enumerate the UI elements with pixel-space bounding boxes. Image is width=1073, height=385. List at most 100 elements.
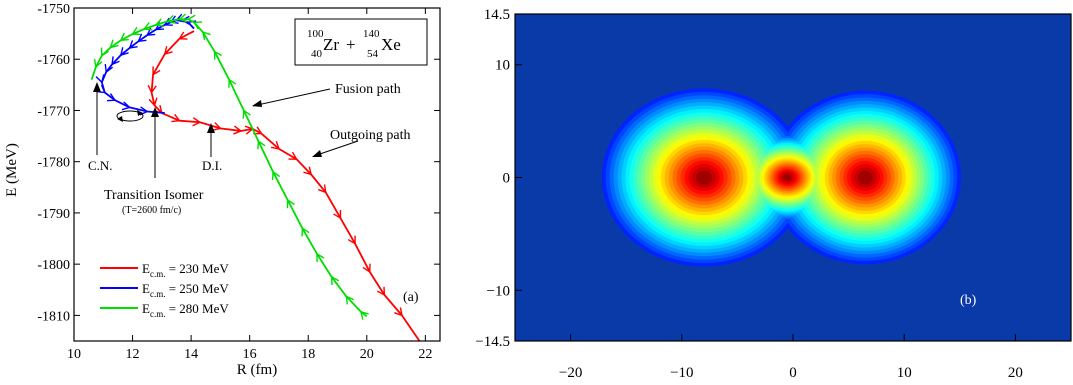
panel-a: 10 12 14 16 18 20 22 -1750 -1760 -1770 -1780 -1790 -… bbox=[4, 2, 441, 378]
transition-time-label: (T=2600 fm/c) bbox=[122, 205, 181, 216]
series-1-arrow-mark bbox=[212, 122, 222, 131]
series-3-arrow-mark bbox=[330, 275, 340, 286]
series-1-arrow-mark bbox=[303, 166, 313, 176]
series-3-arrow-mark bbox=[186, 14, 196, 24]
series-3-arrow-mark bbox=[93, 58, 103, 69]
panel-b-y-tick-label: 10 bbox=[495, 58, 510, 74]
outgoing-path-arrowhead bbox=[312, 150, 322, 157]
panel-a-x-tick-label: 18 bbox=[301, 347, 315, 362]
panel-a-frame bbox=[73, 7, 441, 342]
series-3-arrow-mark bbox=[228, 78, 237, 88]
series-3-arrow-mark bbox=[109, 39, 119, 49]
series-3-arrow-mark bbox=[257, 139, 266, 150]
series-3-arrow-mark bbox=[142, 22, 153, 31]
series-2-arrow-mark bbox=[111, 56, 120, 66]
zr-mass-number: 100 bbox=[307, 28, 324, 40]
panel-a-y-tick-label: -1800 bbox=[37, 258, 70, 273]
annotation-arrows bbox=[93, 82, 359, 178]
panel-b-x-tick-label: −10 bbox=[670, 365, 693, 381]
series-2-arrow-mark bbox=[128, 40, 138, 49]
series-1-arrow-mark bbox=[163, 46, 173, 56]
rotation-arrowhead-right bbox=[137, 110, 143, 116]
series-1-arrow-mark bbox=[376, 286, 386, 297]
density-contour-level bbox=[700, 174, 869, 181]
panel-a-y-tick-label: -1810 bbox=[37, 309, 70, 324]
di-arrowhead bbox=[207, 123, 215, 133]
outgoing-path-label: Outgoing path bbox=[330, 128, 411, 143]
panel-b-y-tick-label: 14.5 bbox=[484, 7, 510, 23]
panel-b-x-tick-label: −20 bbox=[559, 365, 582, 381]
panel-a-x-tick-label: 12 bbox=[126, 347, 140, 362]
series-3-arrow-mark bbox=[154, 18, 165, 28]
panel-a-x-tick-label: 22 bbox=[418, 347, 432, 362]
series-3-arrow-mark bbox=[359, 310, 369, 320]
series-3-arrow-mark bbox=[286, 198, 295, 209]
outgoing-path-arrow-line bbox=[313, 140, 359, 157]
panel-a-x-tick-label: 10 bbox=[67, 347, 81, 362]
cn-arrowhead bbox=[93, 82, 101, 92]
panel-b-y-tick-label: −14.5 bbox=[475, 334, 510, 350]
density-contour-ellipse bbox=[785, 175, 790, 180]
xe-mass-number: 140 bbox=[363, 28, 380, 40]
panel-a-y-axis-label: E (MeV) bbox=[4, 143, 20, 197]
panel-a-label: (a) bbox=[403, 290, 419, 305]
series-3-arrow-mark bbox=[213, 50, 222, 60]
legend-entry-2: Ec.m. = 250 MeV bbox=[142, 281, 229, 299]
panel-a-x-tick-label: 14 bbox=[184, 347, 198, 362]
zr-atomic-number: 40 bbox=[311, 48, 323, 60]
series-3-arrow-mark bbox=[166, 14, 176, 24]
series-1-arrow-mark bbox=[318, 184, 327, 194]
series-2-arrow-mark bbox=[119, 47, 129, 57]
reaction-plus: + bbox=[346, 35, 356, 54]
series-1-arrow-mark bbox=[253, 126, 263, 135]
series-3-arrow-mark bbox=[100, 47, 109, 57]
panel-a-ticks: 10 12 14 16 18 20 22 -1750 -1760 -1770 -1780 -1790 -… bbox=[37, 2, 440, 362]
panel-b-x-tick-label: 20 bbox=[1008, 365, 1023, 381]
cn-label: C.N. bbox=[88, 158, 113, 173]
panel-b-x-tick-label: 10 bbox=[897, 365, 912, 381]
panel-a-y-tick-label: -1790 bbox=[37, 207, 70, 222]
rotation-arrowhead-left bbox=[117, 116, 123, 122]
panel-a-x-axis-label: R (fm) bbox=[237, 362, 277, 378]
series-2-arrow-mark bbox=[137, 33, 147, 43]
panel-b-y-tick-label: −10 bbox=[487, 283, 510, 299]
zr-symbol: Zr bbox=[323, 35, 339, 54]
series-3-arrow-mark bbox=[131, 26, 141, 36]
series-1-arrow-mark bbox=[288, 151, 298, 160]
series-3-arrow-mark bbox=[201, 31, 211, 41]
series-1-arrow-mark bbox=[362, 263, 371, 274]
panel-b-ticks: −20 −10 0 10 20 14.5 10 0 −10 −14.5 bbox=[475, 7, 1023, 381]
panel-a-x-tick-label: 20 bbox=[360, 347, 374, 362]
panel-a-x-tick-label: 16 bbox=[243, 347, 257, 362]
series-2-arrow-mark bbox=[121, 101, 132, 111]
transition-arrowhead bbox=[151, 107, 159, 117]
series-1-arrow-mark bbox=[192, 117, 202, 127]
reaction-box bbox=[294, 18, 428, 66]
series-1-arrow-mark bbox=[333, 209, 342, 220]
panel-a-y-tick-label: -1760 bbox=[37, 53, 70, 68]
series-1-arrow-mark bbox=[152, 66, 161, 76]
series-2-arrow-mark bbox=[106, 93, 117, 102]
panel-a-y-tick-label: -1770 bbox=[37, 104, 70, 119]
legend-entry-3: Ec.m. = 280 MeV bbox=[142, 301, 229, 319]
series-3-arrow-mark bbox=[119, 32, 129, 42]
series-3-arrow-mark bbox=[178, 13, 188, 23]
fusion-path-arrow-line bbox=[252, 88, 331, 107]
panel-a-series-layer bbox=[90, 13, 421, 341]
series-3-arrow-mark bbox=[242, 109, 251, 119]
series-2-arrow-mark bbox=[95, 74, 105, 84]
panel-a-y-tick-label: -1780 bbox=[37, 156, 70, 171]
density-contour-ellipse bbox=[700, 174, 708, 181]
panel-b-x-tick-label: 0 bbox=[789, 365, 797, 381]
series-3-arrow-mark bbox=[192, 21, 203, 30]
reaction-label: 100 40 Zr + 140 54 Xe bbox=[294, 18, 428, 66]
series-2-arrow-mark bbox=[146, 27, 156, 36]
series-3-arrow-mark bbox=[316, 252, 325, 262]
panel-b-y-tick-label: 0 bbox=[503, 171, 511, 187]
series-1-arrow-mark bbox=[171, 113, 181, 123]
series-1-arrow-mark bbox=[270, 141, 281, 150]
di-label: D.I. bbox=[202, 158, 222, 173]
series-1-arrow-mark bbox=[147, 84, 157, 94]
panel-a-legend: Ec.m. = 230 MeV Ec.m. = 250 MeV Ec.m. = 28… bbox=[100, 261, 229, 319]
